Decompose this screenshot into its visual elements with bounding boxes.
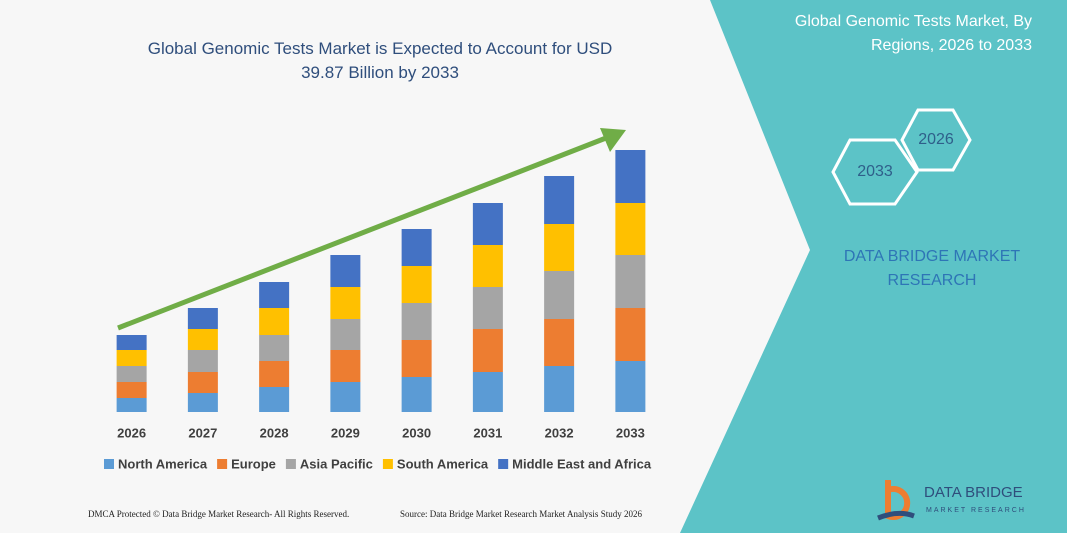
bar-segment: [187, 350, 218, 372]
bar-segment: [330, 350, 361, 382]
footer-left: DMCA Protected © Data Bridge Market Rese…: [88, 509, 349, 519]
x-tick-label: 2027: [188, 425, 217, 440]
legend-swatch: [382, 459, 393, 469]
legend-swatch: [285, 459, 296, 469]
chart-title-line: Global Genomic Tests Market is Expected …: [148, 39, 613, 58]
bar-segment: [259, 282, 290, 308]
logo-sub: MARKET RESEARCH: [926, 507, 1026, 514]
bar-segment: [116, 398, 147, 412]
x-tick-label: 2033: [616, 425, 645, 440]
bar-segment: [401, 377, 432, 412]
bar-segment: [544, 176, 575, 224]
chart-title: Global Genomic Tests Market is Expected …: [148, 39, 613, 82]
bar-segment: [615, 150, 646, 203]
bar-segment: [116, 335, 147, 350]
bar-segment: [187, 393, 218, 412]
x-tick-label: 2028: [260, 425, 289, 440]
legend-label: Middle East and Africa: [512, 456, 652, 471]
brand-line: DATA BRIDGE MARKET: [844, 248, 1021, 265]
bar-segment: [472, 245, 503, 287]
hex-label: 2026: [918, 131, 954, 148]
hexagon: [831, 138, 919, 206]
legend-label: Asia Pacific: [300, 456, 373, 471]
x-tick-label: 2026: [117, 425, 146, 440]
bar-segment: [330, 287, 361, 319]
bar-segment: [401, 340, 432, 377]
bar-segment: [544, 319, 575, 366]
x-tick-label: 2031: [473, 425, 502, 440]
brand-line: RESEARCH: [888, 272, 977, 289]
logo-mark: [877, 510, 915, 521]
bar-segment: [615, 361, 646, 412]
bar-segment: [259, 361, 290, 387]
logo-mark: [885, 480, 911, 520]
logo: DATA BRIDGE MARKET RESEARCH: [877, 480, 1026, 521]
bar-segment: [472, 287, 503, 329]
bar-segment: [116, 350, 147, 366]
bar-segment: [116, 382, 147, 398]
legend-label: South America: [397, 456, 489, 471]
bar-segment: [259, 335, 290, 361]
hexagon: [900, 108, 972, 172]
panel-title: Global Genomic Tests Market, By Regions, …: [795, 13, 1032, 54]
bar-segment: [615, 308, 646, 361]
legend-label: North America: [118, 456, 208, 471]
bar-segment: [472, 203, 503, 245]
panel-title-line: Global Genomic Tests Market, By: [795, 13, 1032, 30]
bar-segment: [259, 387, 290, 412]
bar-segment: [472, 372, 503, 412]
bar-segment: [187, 329, 218, 350]
bar-segment: [615, 255, 646, 308]
x-tick-label: 2029: [331, 425, 360, 440]
logo-name: DATA BRIDGE: [924, 484, 1023, 501]
bar-segment: [330, 255, 361, 287]
side-panel: [680, 0, 1067, 533]
bar-segment: [472, 329, 503, 372]
legend-swatch: [217, 459, 228, 469]
bar-segment: [187, 308, 218, 329]
bar-segment: [259, 308, 290, 335]
legend-label: Europe: [231, 456, 276, 471]
bar-segment: [544, 271, 575, 319]
bar-segment: [401, 303, 432, 340]
bar-segment: [187, 372, 218, 393]
bar-segment: [330, 382, 361, 412]
bar-segment: [401, 266, 432, 303]
x-tick-label: 2032: [545, 425, 574, 440]
footer-right: Source: Data Bridge Market Research Mark…: [400, 509, 642, 519]
legend-swatch: [498, 459, 509, 469]
hex-label: 2033: [857, 163, 893, 180]
chart-title-line: 39.87 Billion by 2033: [301, 63, 459, 82]
bar-segment: [544, 224, 575, 271]
bar-segment: [116, 366, 147, 382]
bar-segment: [544, 366, 575, 412]
x-tick-label: 2030: [402, 425, 431, 440]
trend-arrow-head: [600, 128, 626, 152]
panel-title-line: Regions, 2026 to 2033: [871, 37, 1032, 54]
brand-name: DATA BRIDGE MARKET RESEARCH: [844, 248, 1021, 289]
legend-swatch: [104, 459, 114, 469]
bar-segment: [615, 203, 646, 255]
trend-arrow: [117, 135, 607, 331]
bar-segment: [401, 229, 432, 266]
bar-segment: [330, 319, 361, 350]
